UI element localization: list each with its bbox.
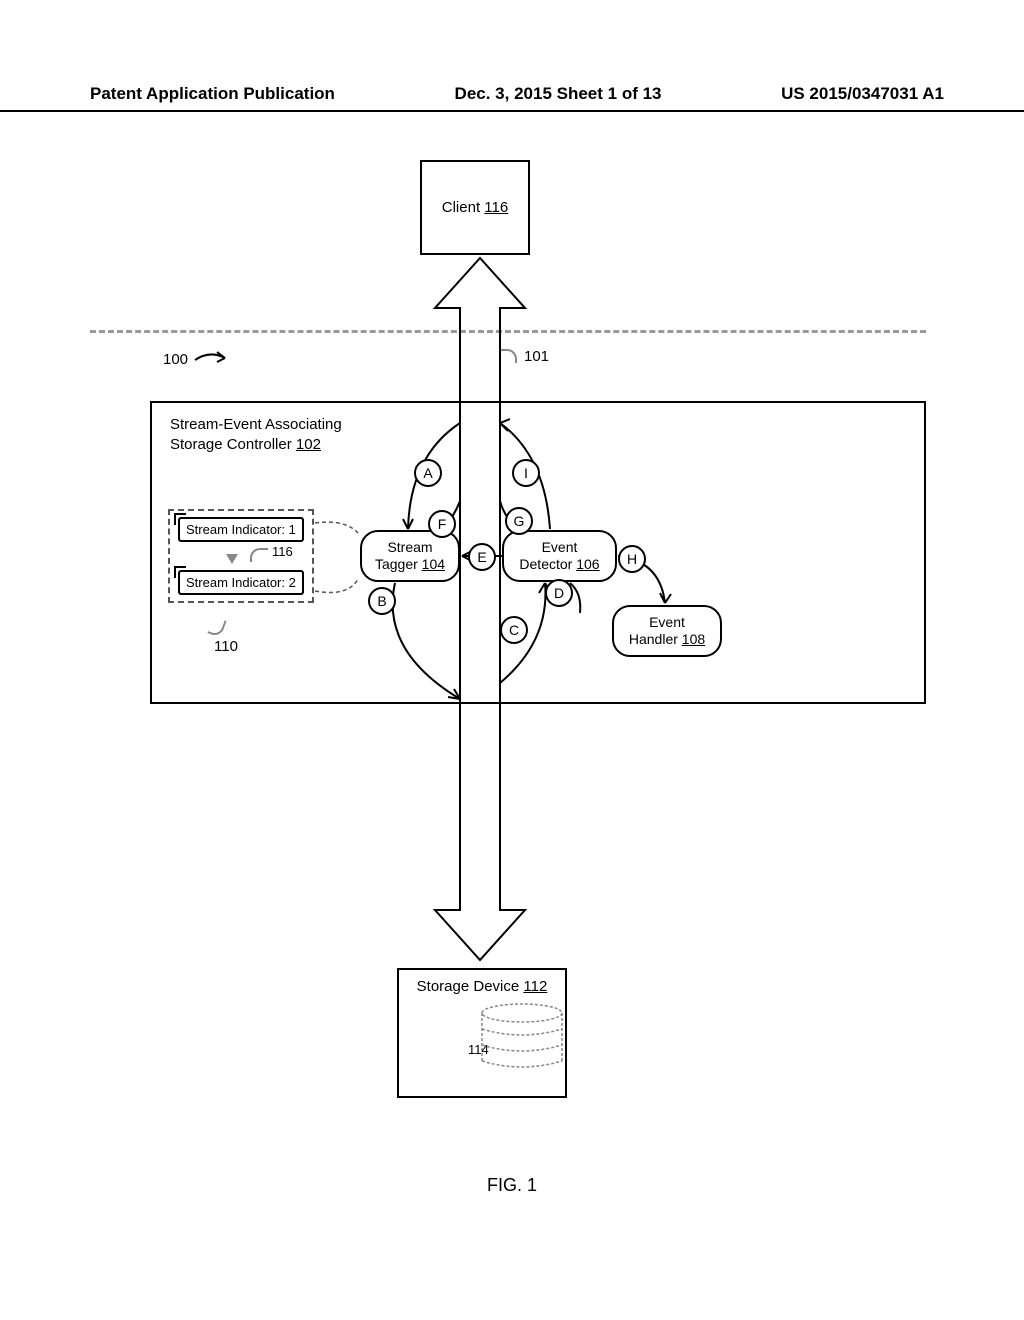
arrow-100 <box>195 348 235 368</box>
database-icon <box>477 1003 567 1078</box>
node-c: C <box>500 616 528 644</box>
node-g: G <box>505 507 533 535</box>
connectors <box>150 401 926 721</box>
client-label: Client 116 <box>442 199 508 216</box>
ref-114: 114 <box>468 1042 489 1057</box>
header-right: US 2015/0347031 A1 <box>781 84 944 104</box>
node-d: D <box>545 579 573 607</box>
node-a: A <box>414 459 442 487</box>
storage-label: Storage Device 112 <box>417 978 548 995</box>
header-center: Dec. 3, 2015 Sheet 1 of 13 <box>455 84 662 104</box>
node-e: E <box>468 543 496 571</box>
node-h: H <box>618 545 646 573</box>
node-i: I <box>512 459 540 487</box>
client-box: Client 116 <box>420 160 530 255</box>
storage-device-box: Storage Device 112 114 <box>397 968 567 1098</box>
figure-label: FIG. 1 <box>487 1175 537 1196</box>
node-b: B <box>368 587 396 615</box>
ref-100: 100 <box>163 351 188 368</box>
node-f: F <box>428 510 456 538</box>
diagram-area: Client 116 100 101 Stream-Event Associat… <box>0 130 1024 1130</box>
header-left: Patent Application Publication <box>90 84 335 104</box>
page-header: Patent Application Publication Dec. 3, 2… <box>0 84 1024 112</box>
